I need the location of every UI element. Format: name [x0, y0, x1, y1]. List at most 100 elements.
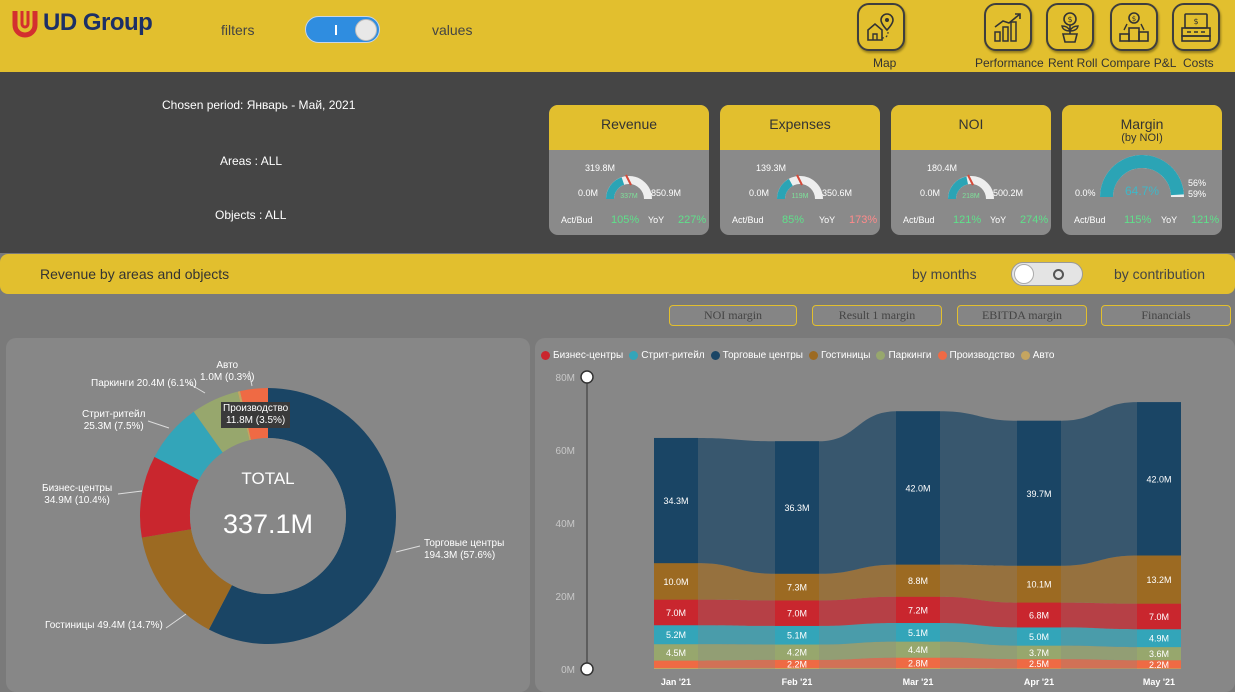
legend-item[interactable]: Паркинги	[876, 350, 932, 361]
legend-item[interactable]: Авто	[1020, 350, 1055, 361]
area-bar-segment[interactable]	[654, 667, 698, 669]
donut-slice[interactable]	[141, 529, 232, 630]
legend-label: Производство	[949, 350, 1015, 361]
area-bar-segment[interactable]	[775, 441, 819, 574]
donut-label: Гостиницы 49.4M (14.7%)	[45, 620, 163, 632]
donut-label-value: 194.3M (57.6%)	[424, 550, 496, 561]
ud-logo-icon	[12, 11, 38, 38]
legend-item[interactable]: Бизнес-центры	[541, 350, 623, 361]
legend-dot	[710, 351, 720, 360]
area-data-label: 3.7M	[1029, 648, 1049, 658]
area-bar-segment[interactable]	[1017, 627, 1061, 646]
area-bar-segment[interactable]	[1137, 629, 1181, 648]
area-bar-segment[interactable]	[1017, 668, 1061, 669]
area-bar-segment[interactable]	[654, 660, 698, 668]
donut-label-value: 25.3M (7.5%)	[83, 421, 144, 432]
financials-button[interactable]: Financials	[1101, 305, 1231, 326]
donut-label-name: Бизнес-центры	[42, 483, 113, 494]
gauge-target-marker	[967, 174, 974, 186]
area-bar-segment[interactable]	[1017, 420, 1061, 566]
map-pin-house-icon	[867, 13, 894, 41]
nav-rent-roll-label: Rent Roll	[1048, 56, 1098, 70]
legend-item[interactable]: Стрит-ритейл	[629, 350, 705, 361]
nav-map-button[interactable]	[857, 3, 905, 51]
gauge-value	[606, 177, 625, 200]
nav-rent-roll-button[interactable]: $	[1046, 3, 1094, 51]
area-bar-segment[interactable]	[1017, 602, 1061, 628]
area-bar-segment[interactable]	[896, 411, 940, 565]
kpi-card-expenses: Expenses 119M 139.3M 0.0M 350.6M Act/Bud 85% Yo…	[720, 105, 880, 235]
area-bar-segment[interactable]	[1137, 402, 1181, 556]
nav-costs-button[interactable]: $	[1172, 3, 1220, 51]
x-tick-label: Apr '21	[1024, 677, 1054, 687]
chosen-period: Chosen period: Январь - Май, 2021	[162, 98, 356, 112]
result-1-margin-button[interactable]: Result 1 margin	[812, 305, 942, 326]
kpi-max-value: 500.2M	[993, 188, 1024, 198]
legend-dot	[541, 351, 550, 360]
area-bar-segment[interactable]	[896, 623, 940, 642]
area-data-label: 6.8M	[1029, 610, 1049, 620]
nav-performance-button[interactable]	[984, 3, 1032, 51]
nav-compare-pl-button[interactable]: $	[1110, 3, 1158, 51]
x-tick-label: Jan '21	[661, 677, 691, 687]
kpi-actbud-label: Act/Bud	[1074, 215, 1106, 225]
kpi-band: Chosen period: Январь - Май, 2021 Areas …	[0, 72, 1235, 253]
noi-margin-button[interactable]: NOI margin	[669, 305, 797, 326]
area-bar-segment[interactable]	[1017, 565, 1061, 603]
area-bar-segment[interactable]	[775, 667, 819, 669]
donut-label-value: 34.9M (10.4%)	[44, 495, 110, 506]
area-bar-segment[interactable]	[775, 573, 819, 601]
kpi-min-value: 0.0M	[920, 188, 941, 198]
donut-slice[interactable]	[140, 456, 199, 538]
area-bar-segment[interactable]	[896, 564, 940, 597]
area-bar-segment[interactable]	[1137, 555, 1181, 604]
kpi-yoy-value: 173%	[849, 214, 878, 226]
area-bar-segment[interactable]	[775, 659, 819, 668]
gauge-value	[1100, 155, 1184, 198]
area-bar-segment[interactable]	[896, 667, 940, 669]
logo-text: UD Group	[43, 9, 153, 36]
y-tick-label: 40M	[556, 519, 575, 530]
gauge-value	[948, 176, 969, 200]
zoom-slider-handle-bottom[interactable]	[580, 662, 594, 676]
area-bar-segment[interactable]	[1137, 668, 1181, 669]
donut-label-name: Торговые центры	[424, 538, 505, 549]
area-bar-segment[interactable]	[1017, 645, 1061, 660]
area-data-label: 4.2M	[787, 648, 807, 658]
area-bar-segment[interactable]	[654, 599, 698, 626]
area-bar-segment[interactable]	[654, 437, 698, 564]
zoom-slider-handle-top[interactable]	[580, 370, 594, 384]
area-bar-segment[interactable]	[1137, 647, 1181, 661]
months-contribution-toggle[interactable]	[1011, 262, 1083, 286]
ebitda-margin-button[interactable]: EBITDA margin	[957, 305, 1087, 326]
area-bar-segment[interactable]	[896, 641, 940, 658]
area-bar-segment[interactable]	[1137, 603, 1181, 630]
area-bar-segment[interactable]	[1017, 659, 1061, 669]
filters-values-toggle[interactable]	[305, 16, 380, 43]
legend-item[interactable]: Производство	[937, 350, 1015, 361]
legend-item[interactable]: Гостиницы	[808, 350, 870, 361]
area-data-label: 2.8M	[908, 658, 928, 668]
kpi-actbud-value: 115%	[1124, 214, 1152, 226]
kpi-yoy-value: 121%	[1191, 214, 1220, 226]
area-bar-segment[interactable]	[775, 644, 819, 660]
kpi-card-header: Margin (by NOI)	[1062, 105, 1222, 150]
kpi-card-noi: NOI 218M 180.4M 0.0M 500.2M Act/Bud 121% YoY 274…	[891, 105, 1051, 235]
donut-slice[interactable]	[208, 388, 396, 644]
by-months-label: by months	[912, 266, 977, 282]
bar-chart-growth-icon	[994, 13, 1021, 42]
area-bar-segment[interactable]	[654, 644, 698, 661]
area-bar-segment[interactable]	[654, 563, 698, 600]
legend-dot	[937, 351, 947, 360]
area-bar-segment[interactable]	[896, 596, 940, 624]
area-bar-segment[interactable]	[896, 657, 940, 668]
legend-dot	[629, 351, 639, 360]
area-bar-segment[interactable]	[1137, 660, 1181, 669]
legend-item[interactable]: Торговые центры	[710, 350, 803, 361]
donut-slice[interactable]	[154, 411, 223, 480]
area-data-label: 2.2M	[787, 659, 807, 669]
area-bar-segment[interactable]	[654, 625, 698, 645]
area-bar-segment[interactable]	[775, 600, 819, 626]
area-bar-segment[interactable]	[775, 625, 819, 645]
values-label: values	[432, 22, 473, 38]
